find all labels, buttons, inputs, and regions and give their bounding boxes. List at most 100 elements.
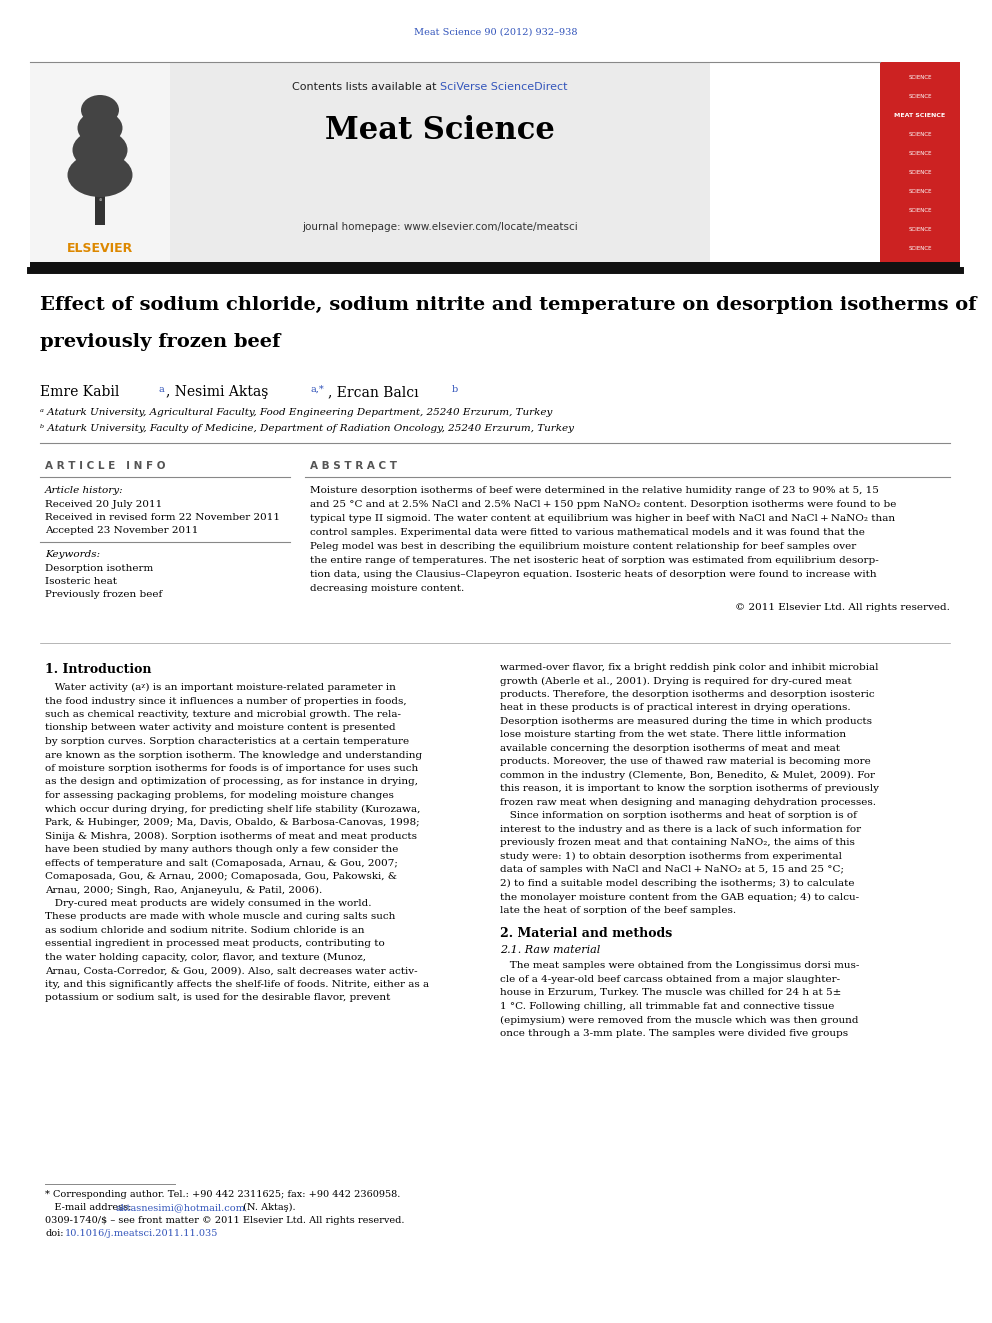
Text: 🌲: 🌲 xyxy=(87,144,112,187)
Text: once through a 3-mm plate. The samples were divided five groups: once through a 3-mm plate. The samples w… xyxy=(500,1029,848,1039)
Text: growth (Aberle et al., 2001). Drying is required for dry-cured meat: growth (Aberle et al., 2001). Drying is … xyxy=(500,676,851,685)
Text: Effect of sodium chloride, sodium nitrite and temperature on desorption isotherm: Effect of sodium chloride, sodium nitrit… xyxy=(40,296,976,314)
Text: Previously frozen beef: Previously frozen beef xyxy=(45,590,163,599)
Text: by sorption curves. Sorption characteristics at a certain temperature: by sorption curves. Sorption characteris… xyxy=(45,737,409,746)
Text: a: a xyxy=(158,385,164,394)
Text: Received in revised form 22 November 2011: Received in revised form 22 November 201… xyxy=(45,513,280,523)
Ellipse shape xyxy=(77,111,122,146)
Text: aktasnesimi@hotmail.com: aktasnesimi@hotmail.com xyxy=(115,1203,245,1212)
Text: warmed-over flavor, fix a bright reddish pink color and inhibit microbial: warmed-over flavor, fix a bright reddish… xyxy=(500,663,879,672)
Text: Park, & Hubinger, 2009; Ma, Davis, Obaldo, & Barbosa-Canovas, 1998;: Park, & Hubinger, 2009; Ma, Davis, Obald… xyxy=(45,818,420,827)
Text: SCIENCE: SCIENCE xyxy=(909,75,931,79)
Bar xyxy=(30,62,170,262)
Text: journal homepage: www.elsevier.com/locate/meatsci: journal homepage: www.elsevier.com/locat… xyxy=(303,222,578,232)
Text: (N. Aktaş).: (N. Aktaş). xyxy=(240,1203,296,1212)
Text: SCIENCE: SCIENCE xyxy=(909,132,931,138)
Text: © 2011 Elsevier Ltd. All rights reserved.: © 2011 Elsevier Ltd. All rights reserved… xyxy=(735,603,950,613)
Text: These products are made with whole muscle and curing salts such: These products are made with whole muscl… xyxy=(45,913,396,922)
Text: Keywords:: Keywords: xyxy=(45,550,100,560)
Text: Water activity (aᵡ) is an important moisture-related parameter in: Water activity (aᵡ) is an important mois… xyxy=(45,683,396,692)
Text: b: b xyxy=(452,385,458,394)
Text: 2) to find a suitable model describing the isotherms; 3) to calculate: 2) to find a suitable model describing t… xyxy=(500,878,854,888)
Text: , Ercan Balcı: , Ercan Balcı xyxy=(328,385,423,400)
Text: doi:: doi: xyxy=(45,1229,63,1238)
Text: the water holding capacity, color, flavor, and texture (Munoz,: the water holding capacity, color, flavo… xyxy=(45,953,366,962)
Text: 2.1. Raw material: 2.1. Raw material xyxy=(500,946,600,955)
Text: 2. Material and methods: 2. Material and methods xyxy=(500,927,673,941)
Text: SCIENCE: SCIENCE xyxy=(909,94,931,99)
Text: house in Erzurum, Turkey. The muscle was chilled for 24 h at 5±: house in Erzurum, Turkey. The muscle was… xyxy=(500,988,841,998)
Text: Arnau, 2000; Singh, Rao, Anjaneyulu, & Patil, 2006).: Arnau, 2000; Singh, Rao, Anjaneyulu, & P… xyxy=(45,885,322,894)
Text: frozen raw meat when designing and managing dehydration processes.: frozen raw meat when designing and manag… xyxy=(500,798,876,807)
Text: Meat Science 90 (2012) 932–938: Meat Science 90 (2012) 932–938 xyxy=(415,28,577,37)
Text: the food industry since it influences a number of properties in foods,: the food industry since it influences a … xyxy=(45,696,407,705)
Text: Sinija & Mishra, 2008). Sorption isotherms of meat and meat products: Sinija & Mishra, 2008). Sorption isother… xyxy=(45,831,417,840)
Text: decreasing moisture content.: decreasing moisture content. xyxy=(310,583,464,593)
Bar xyxy=(30,262,960,269)
Text: 10.1016/j.meatsci.2011.11.035: 10.1016/j.meatsci.2011.11.035 xyxy=(65,1229,218,1238)
Text: control samples. Experimental data were fitted to various mathematical models an: control samples. Experimental data were … xyxy=(310,528,865,537)
Text: E-mail address:: E-mail address: xyxy=(45,1203,135,1212)
Text: tionship between water activity and moisture content is presented: tionship between water activity and mois… xyxy=(45,724,396,733)
Text: previously frozen meat and that containing NaNO₂, the aims of this: previously frozen meat and that containi… xyxy=(500,839,855,848)
Text: essential ingredient in processed meat products, contributing to: essential ingredient in processed meat p… xyxy=(45,939,385,949)
Text: products. Moreover, the use of thawed raw material is becoming more: products. Moreover, the use of thawed ra… xyxy=(500,758,871,766)
Text: interest to the industry and as there is a lack of such information for: interest to the industry and as there is… xyxy=(500,826,861,833)
Text: as the design and optimization of processing, as for instance in drying,: as the design and optimization of proces… xyxy=(45,778,418,786)
Text: which occur during drying, for predicting shelf life stability (Kurozawa,: which occur during drying, for predictin… xyxy=(45,804,421,814)
Text: lose moisture starting from the wet state. There little information: lose moisture starting from the wet stat… xyxy=(500,730,846,740)
Text: SCIENCE: SCIENCE xyxy=(909,246,931,251)
Text: are known as the sorption isotherm. The knowledge and understanding: are known as the sorption isotherm. The … xyxy=(45,750,423,759)
Bar xyxy=(95,185,105,225)
Text: SCIENCE: SCIENCE xyxy=(909,189,931,194)
Bar xyxy=(880,62,960,262)
Text: SCIENCE: SCIENCE xyxy=(909,151,931,156)
Text: Desorption isotherms are measured during the time in which products: Desorption isotherms are measured during… xyxy=(500,717,872,726)
Text: Accepted 23 November 2011: Accepted 23 November 2011 xyxy=(45,527,198,534)
Text: (epimysium) were removed from the muscle which was then ground: (epimysium) were removed from the muscle… xyxy=(500,1016,858,1024)
Text: late the heat of sorption of the beef samples.: late the heat of sorption of the beef sa… xyxy=(500,906,736,916)
Text: MEAT SCIENCE: MEAT SCIENCE xyxy=(895,112,945,118)
Text: Contents lists available at: Contents lists available at xyxy=(292,82,440,93)
Ellipse shape xyxy=(81,95,119,124)
Text: , Nesimi Aktaş: , Nesimi Aktaş xyxy=(166,385,273,400)
Text: Emre Kabil: Emre Kabil xyxy=(40,385,124,400)
Text: previously frozen beef: previously frozen beef xyxy=(40,333,281,351)
Text: ᵇ Ataturk University, Faculty of Medicine, Department of Radiation Oncology, 252: ᵇ Ataturk University, Faculty of Medicin… xyxy=(40,423,574,433)
Text: have been studied by many authors though only a few consider the: have been studied by many authors though… xyxy=(45,845,399,855)
Text: cle of a 4-year-old beef carcass obtained from a major slaughter-: cle of a 4-year-old beef carcass obtaine… xyxy=(500,975,840,984)
Text: 1 °C. Following chilling, all trimmable fat and connective tissue: 1 °C. Following chilling, all trimmable … xyxy=(500,1002,834,1011)
Text: products. Therefore, the desorption isotherms and desorption isosteric: products. Therefore, the desorption isot… xyxy=(500,691,875,699)
Text: potassium or sodium salt, is used for the desirable flavor, prevent: potassium or sodium salt, is used for th… xyxy=(45,994,391,1003)
Text: such as chemical reactivity, texture and microbial growth. The rela-: such as chemical reactivity, texture and… xyxy=(45,710,401,718)
Text: SCIENCE: SCIENCE xyxy=(909,228,931,232)
Text: tion data, using the Clausius–Clapeyron equation. Isosteric heats of desorption : tion data, using the Clausius–Clapeyron … xyxy=(310,570,877,579)
Text: typical type II sigmoid. The water content at equilibrium was higher in beef wit: typical type II sigmoid. The water conte… xyxy=(310,515,895,523)
Text: Moisture desorption isotherms of beef were determined in the relative humidity r: Moisture desorption isotherms of beef we… xyxy=(310,486,879,495)
Text: Since information on sorption isotherms and heat of sorption is of: Since information on sorption isotherms … xyxy=(500,811,857,820)
Text: SCIENCE: SCIENCE xyxy=(909,169,931,175)
Text: A R T I C L E   I N F O: A R T I C L E I N F O xyxy=(45,460,166,471)
Text: Peleg model was best in describing the equilibrium moisture content relationship: Peleg model was best in describing the e… xyxy=(310,542,856,550)
Text: this reason, it is important to know the sorption isotherms of previously: this reason, it is important to know the… xyxy=(500,785,879,794)
Text: 1. Introduction: 1. Introduction xyxy=(45,663,152,676)
Text: Isosteric heat: Isosteric heat xyxy=(45,577,117,586)
Text: Desorption isotherm: Desorption isotherm xyxy=(45,564,153,573)
Text: A B S T R A C T: A B S T R A C T xyxy=(310,460,397,471)
Text: * Corresponding author. Tel.: +90 442 2311625; fax: +90 442 2360958.: * Corresponding author. Tel.: +90 442 23… xyxy=(45,1189,401,1199)
Text: ᵃ Ataturk University, Agricultural Faculty, Food Engineering Department, 25240 E: ᵃ Ataturk University, Agricultural Facul… xyxy=(40,407,553,417)
Text: The meat samples were obtained from the Longissimus dorsi mus-: The meat samples were obtained from the … xyxy=(500,962,859,971)
Text: of moisture sorption isotherms for foods is of importance for uses such: of moisture sorption isotherms for foods… xyxy=(45,763,419,773)
Text: available concerning the desorption isotherms of meat and meat: available concerning the desorption isot… xyxy=(500,744,840,753)
Text: the entire range of temperatures. The net isosteric heat of sorption was estimat: the entire range of temperatures. The ne… xyxy=(310,556,879,565)
Text: study were: 1) to obtain desorption isotherms from experimental: study were: 1) to obtain desorption isot… xyxy=(500,852,842,861)
Text: 0309-1740/$ – see front matter © 2011 Elsevier Ltd. All rights reserved.: 0309-1740/$ – see front matter © 2011 El… xyxy=(45,1216,405,1225)
Text: heat in these products is of practical interest in drying operations.: heat in these products is of practical i… xyxy=(500,704,850,713)
Text: ity, and this significantly affects the shelf-life of foods. Nitrite, either as : ity, and this significantly affects the … xyxy=(45,980,430,990)
Text: SCIENCE: SCIENCE xyxy=(909,208,931,213)
Text: Meat Science: Meat Science xyxy=(325,115,555,146)
Ellipse shape xyxy=(67,153,133,197)
Text: for assessing packaging problems, for modeling moisture changes: for assessing packaging problems, for mo… xyxy=(45,791,394,800)
Text: Received 20 July 2011: Received 20 July 2011 xyxy=(45,500,163,509)
Ellipse shape xyxy=(72,130,128,169)
